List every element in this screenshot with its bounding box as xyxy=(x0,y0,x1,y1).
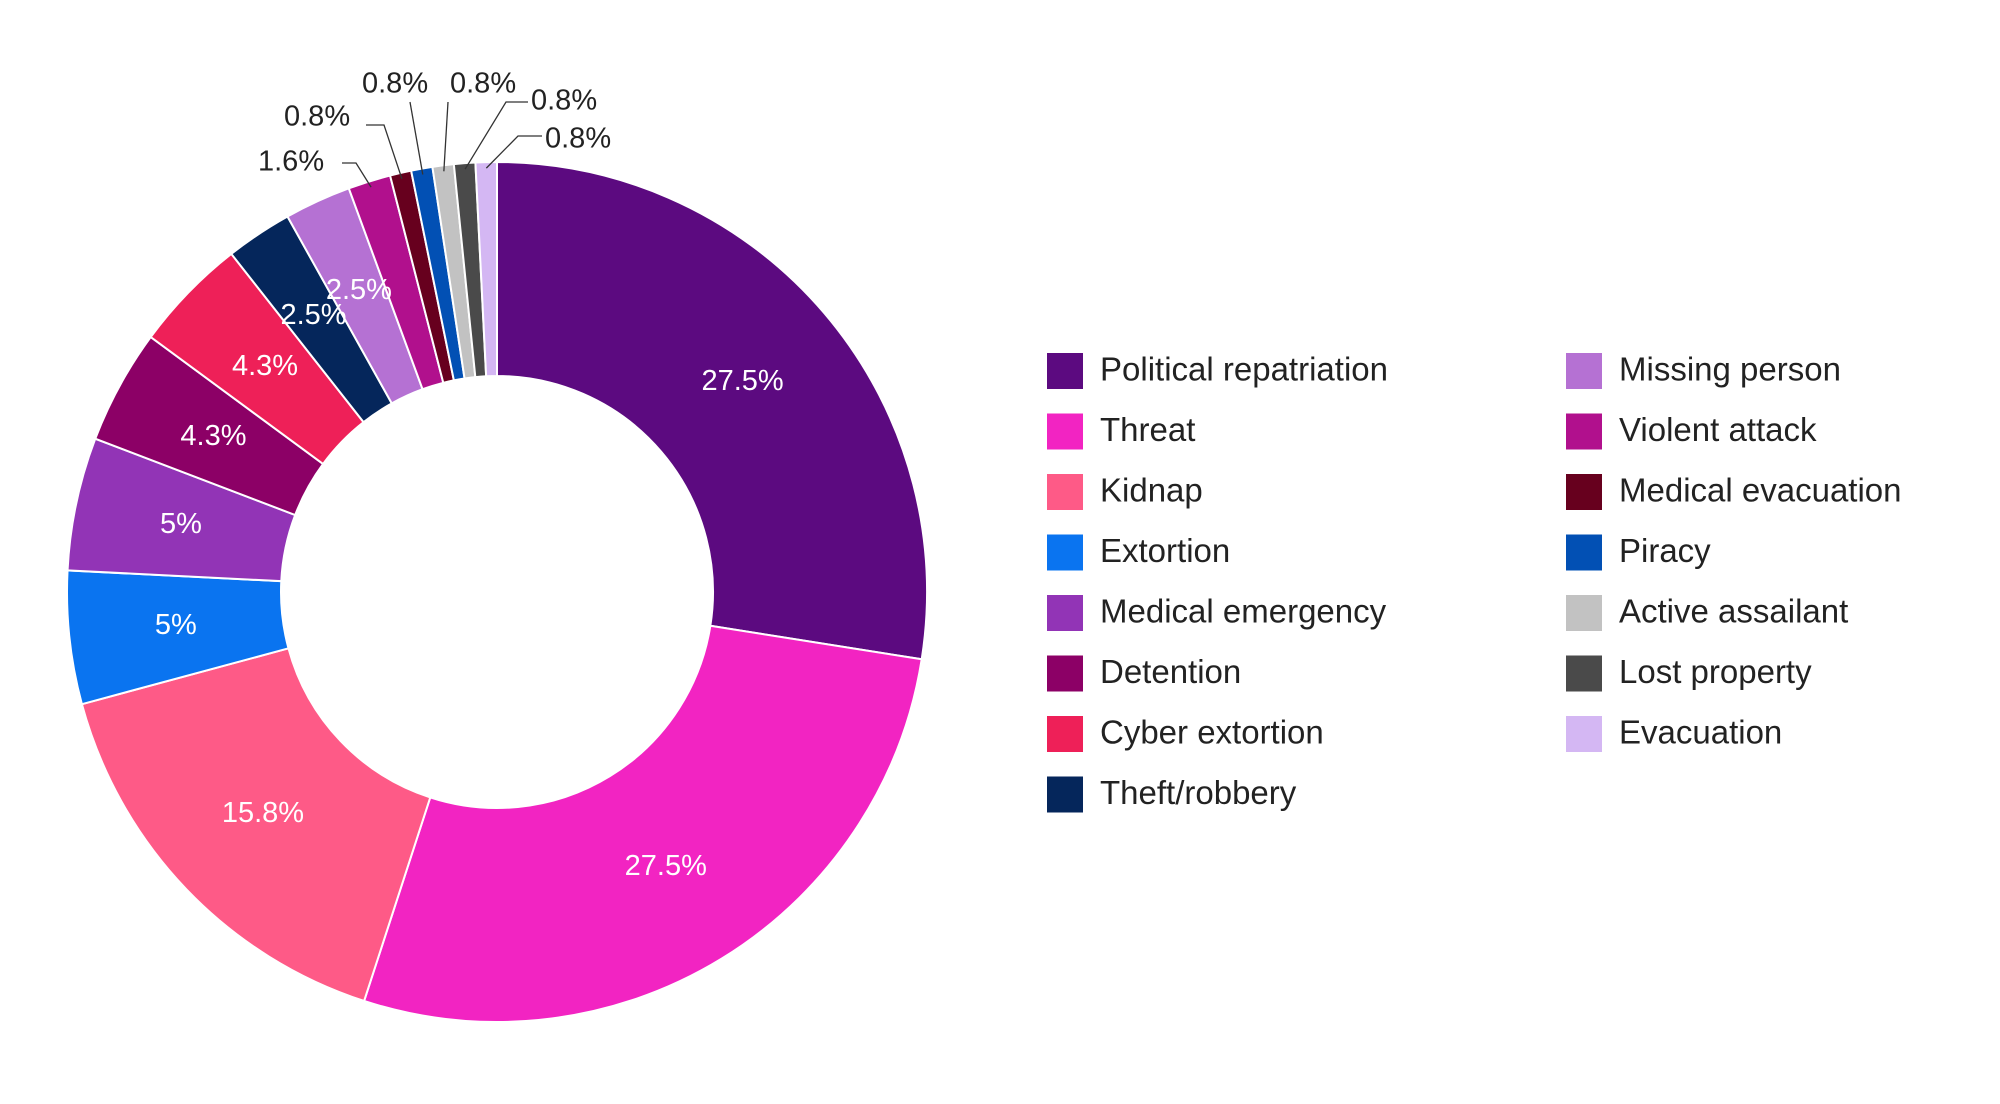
value-label-evacuation: 0.8% xyxy=(545,123,611,155)
legend-swatch xyxy=(1047,474,1083,510)
leader-line-piracy xyxy=(409,101,424,175)
legend-item-medical-evacuation: Medical evacuation xyxy=(1566,472,1902,510)
value-label-theft-robbery: 2.5% xyxy=(280,299,346,331)
legend-swatch xyxy=(1047,655,1083,692)
value-label-cyber-extortion: 4.3% xyxy=(232,350,298,382)
legend-swatch xyxy=(1047,413,1083,450)
legend-swatch xyxy=(1047,534,1083,571)
legend-item-missing-person: Missing person xyxy=(1566,351,1841,389)
value-label-piracy: 0.8% xyxy=(362,68,428,100)
legend-item-extortion: Extortion xyxy=(1047,532,1230,571)
legend-swatch xyxy=(1047,353,1083,389)
legend-label: Violent attack xyxy=(1619,411,1817,448)
legend-label: Lost property xyxy=(1619,653,1812,690)
legend-item-detention: Detention xyxy=(1047,653,1241,692)
slice-political-repatriation xyxy=(496,160,928,661)
legend-item-kidnap: Kidnap xyxy=(1047,472,1203,510)
legend-label: Detention xyxy=(1100,653,1241,690)
legend-swatch xyxy=(1566,534,1602,571)
callout-leaders xyxy=(342,101,542,188)
legend-label: Medical evacuation xyxy=(1619,472,1902,509)
legend-item-piracy: Piracy xyxy=(1566,532,1711,571)
value-labels: 27.5% 27.5% 15.8% 5% 5% 4.3% 4.3% 2.5%2.5% 1.6% 0… xyxy=(155,68,784,882)
legend-swatch xyxy=(1047,716,1083,752)
legend-item-theft-robbery: Theft/robbery xyxy=(1047,774,1297,813)
legend-swatch xyxy=(1566,474,1602,510)
legend-item-evacuation: Evacuation xyxy=(1566,714,1782,752)
legend-swatch xyxy=(1566,595,1602,631)
legend-label: Extortion xyxy=(1100,532,1230,569)
value-label-threat: 27.5% xyxy=(625,850,707,882)
slices-layer xyxy=(66,160,928,1023)
legend-label: Missing person xyxy=(1619,351,1841,388)
value-label-medical-evacuation: 0.8% xyxy=(284,101,350,133)
leader-line-medical-evacuation xyxy=(366,124,403,180)
legend-item-threat: Threat xyxy=(1047,411,1195,450)
value-label-medical-emergency: 5% xyxy=(160,508,202,540)
leader-line-violent-attack xyxy=(342,162,372,188)
leader-line-lost-property xyxy=(464,101,528,170)
legend-label: Piracy xyxy=(1619,532,1711,569)
legend-swatch xyxy=(1566,716,1602,752)
slice-evacuation xyxy=(474,160,498,378)
legend-item-medical-emergency: Medical emergency xyxy=(1047,593,1387,631)
value-label-political-repatriation: 27.5% xyxy=(701,365,783,397)
legend-label: Kidnap xyxy=(1100,472,1203,509)
legend-swatch xyxy=(1047,595,1083,631)
legend-item-cyber-extortion: Cyber extortion xyxy=(1047,714,1324,752)
legend-swatch xyxy=(1566,353,1602,389)
value-label-detention: 4.3% xyxy=(180,420,246,452)
value-label-missing-person: 2.5% xyxy=(326,274,392,306)
value-label-lost-property: 0.8% xyxy=(531,85,597,117)
legend-swatch xyxy=(1566,655,1602,692)
legend-label: Political repatriation xyxy=(1100,351,1388,388)
value-label-kidnap: 15.8% xyxy=(222,797,304,829)
legend-swatch xyxy=(1566,413,1602,450)
value-label-active-assailant: 0.8% xyxy=(450,68,516,100)
slice-threat xyxy=(362,624,923,1023)
legend-item-political-repatriation: Political repatriation xyxy=(1047,351,1388,389)
legend-item-violent-attack: Violent attack xyxy=(1566,411,1817,450)
legend: Political repatriation Threat Kidnap Extort… xyxy=(1047,351,1902,813)
slice-kidnap xyxy=(80,647,432,1003)
legend-item-lost-property: Lost property xyxy=(1566,653,1812,692)
legend-label: Active assailant xyxy=(1619,593,1848,630)
legend-item-active-assailant: Active assailant xyxy=(1566,593,1848,631)
legend-label: Threat xyxy=(1100,411,1195,448)
legend-label: Evacuation xyxy=(1619,714,1782,751)
legend-label: Cyber extortion xyxy=(1100,714,1324,751)
legend-label: Theft/robbery xyxy=(1100,774,1297,811)
legend-label: Medical emergency xyxy=(1100,593,1387,630)
leader-line-evacuation xyxy=(485,135,542,169)
legend-swatch xyxy=(1047,776,1083,813)
value-label-extortion: 5% xyxy=(155,609,197,641)
leader-line-active-assailant xyxy=(443,101,449,172)
value-label-violent-attack: 1.6% xyxy=(258,146,324,178)
